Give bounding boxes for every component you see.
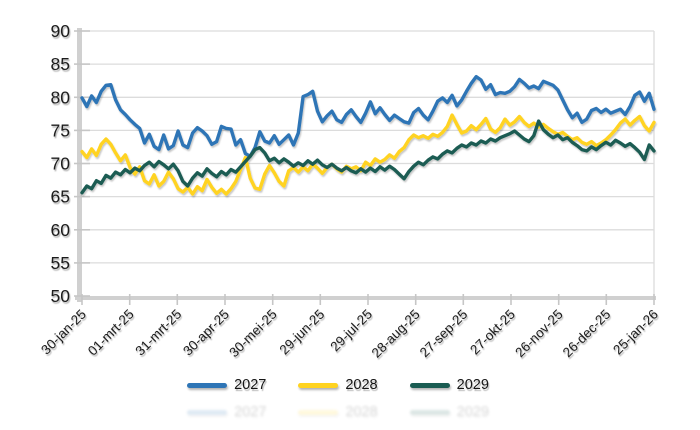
legend-line-swatch-2027: [187, 382, 228, 388]
legend-label-2027: 2027: [234, 404, 267, 420]
series-line-2029: [80, 119, 656, 195]
legend-line-swatch-2027: [187, 409, 228, 415]
legend-reflection: 2027 2028 2029: [0, 404, 688, 420]
legend-line-swatch-2028: [298, 409, 339, 415]
legend-line-swatch-2029: [409, 409, 450, 415]
y-axis-line: [77, 28, 82, 302]
y-axis-labels: 50 55 60 65 70 75 80 85 90: [51, 21, 71, 306]
chart-legend: 2027 2028 2029: [0, 377, 688, 393]
axes: [74, 28, 656, 305]
y-tick-label-70: 70: [51, 154, 71, 174]
x-tick-label-1: 01-mrt-25: [85, 307, 137, 359]
x-tick-label-7: 28-aug-25: [369, 307, 423, 361]
x-tick-label-11: 26-dec-25: [560, 307, 614, 361]
x-tick-label-12: 25-jan-26: [610, 307, 661, 358]
legend-item-2028: 2028: [298, 404, 378, 420]
x-axis-line: [75, 296, 656, 300]
x-axis-labels: 30-jan-2501-mrt-2531-mrt-2530-apr-2530-m…: [38, 307, 661, 361]
x-tick-label-8: 27-sep-25: [417, 307, 471, 361]
y-tick-label-90: 90: [51, 21, 71, 41]
series-line-2028: [80, 113, 656, 196]
x-tick-label-5: 29-jun-25: [276, 307, 327, 358]
x-tick-label-10: 26-nov-25: [512, 307, 566, 361]
legend-label-2028: 2028: [345, 377, 378, 393]
x-tick-label-2: 31-mrt-25: [132, 307, 184, 359]
series-lines: [80, 74, 656, 196]
legend-item-2028: 2028: [298, 377, 378, 393]
legend-line-swatch-2028: [298, 382, 339, 388]
y-tick-label-75: 75: [51, 120, 70, 140]
series-line-2027: [80, 74, 656, 158]
legend-label-2028: 2028: [345, 404, 378, 420]
legend-label-2029: 2029: [456, 404, 489, 420]
y-tick-label-50: 50: [51, 286, 71, 306]
legend-item-2027: 2027: [187, 377, 266, 393]
legend-item-2029: 2029: [409, 404, 489, 420]
x-tick-label-6: 29-jul-25: [327, 307, 375, 355]
x-tick-label-4: 30-mei-25: [226, 307, 280, 361]
legend-label-2027: 2027: [234, 377, 267, 393]
legend-item-2029: 2029: [409, 377, 489, 393]
x-tick-label-0: 30-jan-25: [38, 307, 89, 358]
x-tick-label-9: 27-okt-25: [467, 307, 518, 358]
y-tick-label-55: 55: [51, 253, 70, 273]
y-tick-label-85: 85: [51, 54, 70, 74]
y-tick-label-65: 65: [51, 187, 70, 207]
legend-item-2027: 2027: [187, 404, 266, 420]
legend-label-2029: 2029: [456, 377, 489, 393]
y-tick-label-80: 80: [51, 87, 71, 107]
legend-line-swatch-2029: [409, 382, 450, 388]
y-tick-label-60: 60: [51, 220, 71, 240]
x-tick-label-3: 30-apr-25: [180, 307, 232, 359]
